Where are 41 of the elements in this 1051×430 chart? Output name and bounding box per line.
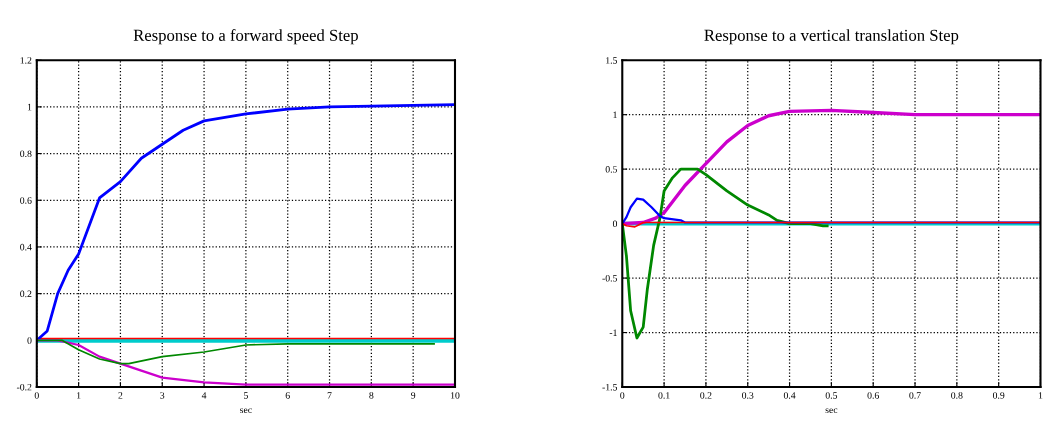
y-tick-label: 0.4	[20, 243, 32, 251]
x-tick-label: 0.3	[742, 392, 754, 399]
x-tick-label: 9	[411, 392, 416, 399]
y-tick-label: -1	[609, 329, 617, 336]
x-axis-title: sec	[825, 408, 838, 414]
x-tick-label: 3	[160, 392, 165, 399]
x-tick-label: 0.9	[992, 392, 1005, 399]
x-tick-label: 10	[450, 392, 460, 399]
x-tick-label: 7	[327, 392, 332, 399]
x-tick-label: 1	[1038, 392, 1043, 399]
y-tick-label: -0.5	[602, 274, 618, 282]
x-tick-label: 0.8	[951, 392, 963, 399]
x-tick-label: 8	[369, 392, 374, 399]
y-tick-label: -1.5	[602, 383, 618, 391]
x-tick-label: 0.7	[909, 392, 921, 399]
y-tick-label: 0.6	[20, 197, 32, 204]
x-tick-label: 0.5	[825, 392, 838, 399]
x-tick-label: 0.2	[700, 392, 712, 399]
chart-title: Response to a forward speed Step	[133, 29, 358, 45]
y-tick-label: 0	[612, 220, 618, 228]
y-tick-label: -0.2	[16, 383, 32, 391]
x-tick-label: 4	[201, 392, 207, 399]
y-tick-label: 0	[27, 337, 32, 344]
y-tick-label: 0.8	[20, 150, 32, 158]
x-tick-label: 0.6	[867, 392, 879, 399]
x-axis-title: sec	[240, 408, 252, 414]
x-tick-label: 2	[118, 392, 123, 399]
y-tick-label: 1.5	[606, 57, 618, 64]
x-tick-label: 0	[620, 392, 625, 399]
y-tick-label: 1	[613, 111, 617, 119]
x-tick-label: 0.4	[783, 392, 796, 399]
y-tick-label: 0.5	[605, 166, 618, 173]
y-tick-label: 1.2	[20, 57, 32, 64]
chart-title: Response to a vertical translation Step	[704, 29, 959, 45]
x-tick-label: 6	[285, 392, 290, 399]
x-tick-label: 5	[244, 392, 248, 399]
x-tick-label: 1	[77, 392, 81, 399]
x-tick-label: 0.1	[658, 392, 670, 399]
y-tick-label: 0.2	[20, 290, 32, 298]
y-tick-label: 1	[27, 103, 32, 111]
x-tick-label: 0	[34, 392, 39, 399]
